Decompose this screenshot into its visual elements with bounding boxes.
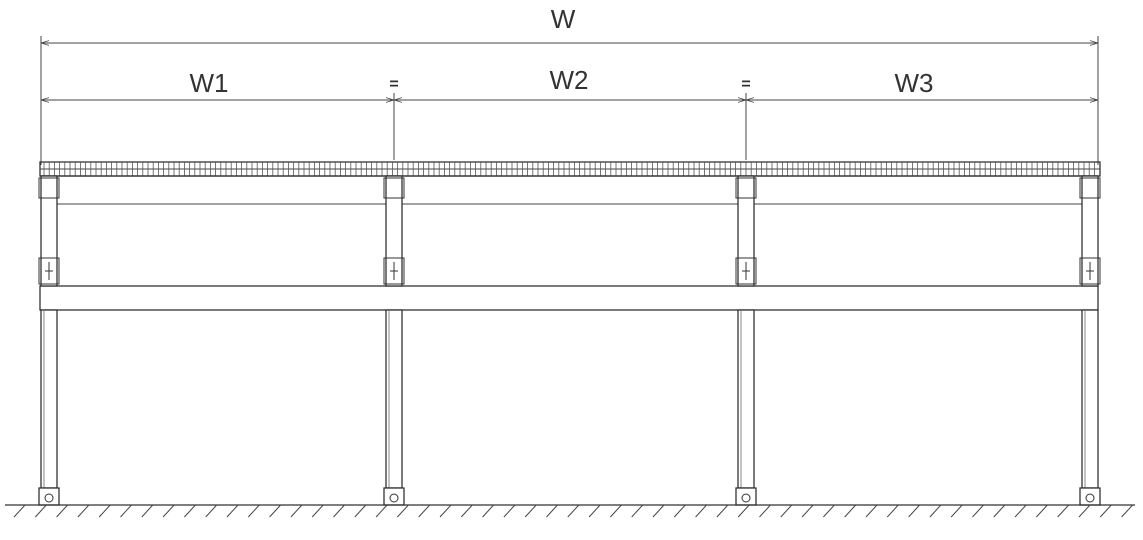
hatch-stroke: [993, 504, 1006, 518]
hatch-stroke: [205, 504, 218, 518]
hatch-stroke: [162, 504, 175, 518]
hatch-stroke: [503, 504, 516, 518]
hatch-stroke: [801, 504, 814, 518]
top-bracket: [383, 177, 405, 199]
hatch-stroke: [56, 504, 68, 518]
support-legs: [38, 175, 1101, 506]
hatch-stroke: [929, 504, 942, 518]
hatch-stroke: [524, 504, 537, 518]
hatch-stroke: [567, 504, 580, 518]
hatch-stroke: [737, 504, 750, 518]
hatch-stroke: [13, 504, 26, 518]
hatch-stroke: [673, 504, 686, 518]
leg-bracket: [735, 257, 757, 285]
main-crossbeam: [39, 285, 1099, 311]
hatch-stroke: [184, 504, 196, 518]
support-leg-4: [1079, 175, 1101, 506]
hatch-stroke: [120, 504, 132, 518]
lower-leg-post: [385, 309, 403, 489]
hatch-stroke: [375, 504, 388, 518]
span2-label: W2: [550, 65, 589, 95]
hatch-stroke: [460, 504, 473, 518]
support-leg-2: [383, 175, 405, 506]
hatch-stroke: [311, 504, 324, 518]
foot-pad: [389, 493, 399, 503]
hatch-stroke: [759, 504, 771, 518]
support-leg-1: [38, 175, 60, 506]
hatch-stroke: [1099, 504, 1112, 518]
roller-conveyor-top: [39, 161, 1101, 177]
hatch-stroke: [98, 504, 111, 518]
lower-leg-post: [1081, 309, 1099, 489]
hatch-stroke: [290, 504, 303, 518]
upper-stringer: [41, 175, 1098, 205]
hatch-stroke: [1078, 504, 1091, 518]
lower-leg-post: [737, 309, 755, 489]
equal-mark-2: =: [741, 76, 750, 93]
top-bracket: [38, 177, 60, 199]
leg-bracket: [1079, 257, 1101, 285]
leg-bracket: [38, 257, 60, 285]
top-bracket: [1079, 177, 1101, 199]
hatch-stroke: [1014, 504, 1027, 518]
hatch-stroke: [1057, 504, 1070, 518]
span1-label: W1: [190, 68, 229, 98]
foot-pad: [44, 493, 54, 503]
hatch-stroke: [865, 504, 878, 518]
hatch-stroke: [247, 504, 260, 518]
lower-leg-post: [40, 309, 58, 489]
hatch-stroke: [418, 504, 431, 518]
span3-label: W3: [895, 68, 934, 98]
foot-pad: [741, 493, 751, 503]
hatch-stroke: [844, 504, 857, 518]
roller-ticks: [43, 162, 1095, 176]
foot-pad: [1085, 493, 1095, 503]
equal-mark-1: =: [389, 76, 398, 93]
hatch-stroke: [631, 504, 644, 518]
hatch-stroke: [908, 504, 920, 518]
hatch-stroke: [588, 504, 601, 518]
hatch-stroke: [780, 504, 793, 518]
hatch-stroke: [354, 504, 367, 518]
hatch-stroke: [950, 504, 963, 518]
hatch-stroke: [652, 504, 665, 518]
span-dimensions: W1 W2 W3 = =: [41, 65, 1098, 160]
hatch-stroke: [1036, 504, 1048, 518]
hatch-stroke: [397, 504, 409, 518]
hatch-stroke: [695, 504, 707, 518]
hatch-stroke: [886, 504, 899, 518]
hatch-stroke: [610, 504, 622, 518]
hatch-stroke: [333, 504, 345, 518]
hatch-stroke: [77, 504, 90, 518]
hatch-stroke: [482, 504, 494, 518]
hatch-stroke: [823, 504, 835, 518]
top-bracket: [735, 177, 757, 199]
overall-dimension: W: [40, 4, 1099, 165]
leg-bracket: [383, 257, 405, 285]
overall-dimension-label: W: [551, 4, 576, 34]
hatch-stroke: [269, 504, 281, 518]
hatch-stroke: [141, 504, 154, 518]
hatch-stroke: [546, 504, 558, 518]
hatch-stroke: [1121, 504, 1133, 518]
hatch-stroke: [226, 504, 239, 518]
ground-hatching: [13, 504, 1133, 518]
hatch-stroke: [439, 504, 452, 518]
hatch-stroke: [34, 504, 47, 518]
support-leg-3: [735, 175, 757, 506]
hatch-stroke: [716, 504, 729, 518]
hatch-stroke: [972, 504, 984, 518]
ground: [5, 504, 1135, 518]
